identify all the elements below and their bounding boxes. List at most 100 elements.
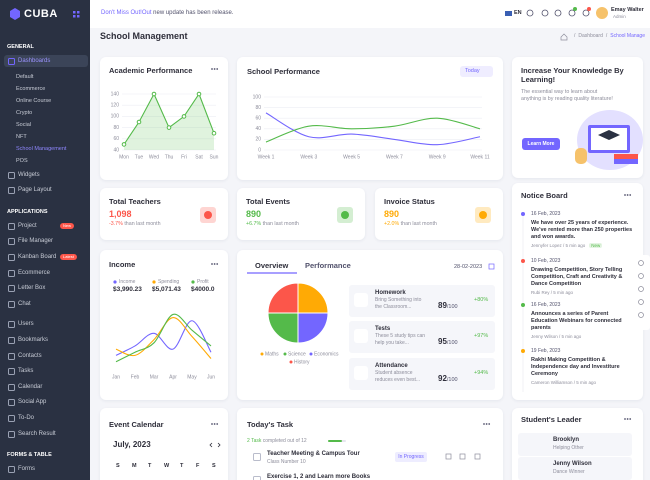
breadcrumb: / Dashboard / School Manage bbox=[571, 33, 645, 39]
breadcrumb-item: School Manage bbox=[610, 33, 645, 39]
leader-row bbox=[518, 433, 632, 456]
sidebar-item: Ecommerce bbox=[18, 269, 51, 276]
stat-value: 890 bbox=[246, 209, 262, 219]
legend-total: $5,071.43 bbox=[152, 286, 181, 293]
weekday: S bbox=[116, 463, 120, 469]
sidebar-item: Tasks bbox=[18, 368, 34, 375]
tab: Performance bbox=[305, 261, 351, 270]
notice-text: Announces a series of Parent Education W… bbox=[531, 311, 622, 331]
overview-change: +80% bbox=[474, 297, 489, 303]
user-name: Emay Walter bbox=[611, 7, 644, 13]
notice-meta-row: Jennyfer Lopez / 5 min ago New bbox=[531, 243, 633, 248]
legend-label: Income bbox=[119, 279, 136, 285]
task-summary: 2 Task completed out of 12 bbox=[247, 438, 307, 444]
overview-row bbox=[349, 358, 495, 390]
score-out: /100 bbox=[446, 377, 458, 383]
sidebar-item: Contacts bbox=[18, 352, 42, 359]
overview-icon bbox=[354, 293, 368, 307]
overview-score: 92/100 bbox=[438, 368, 458, 386]
stat-change: +2.0% than last month bbox=[384, 221, 437, 227]
sidebar-icon bbox=[8, 269, 15, 277]
weekday: T bbox=[180, 463, 184, 469]
breadcrumb-sep: / bbox=[574, 33, 576, 39]
stat-change-value: +2.0% bbox=[384, 221, 400, 227]
banner-text: The essential way to learn about anythin… bbox=[521, 89, 613, 102]
task-status: In Progress bbox=[395, 452, 427, 462]
weekday: T bbox=[148, 463, 152, 469]
sidebar bbox=[0, 0, 90, 480]
stat-note: than last month bbox=[262, 221, 299, 227]
sidebar-subitem: POS bbox=[16, 157, 28, 164]
legend-label: Spending bbox=[158, 279, 180, 285]
sidebar-icon bbox=[8, 300, 15, 308]
sidebar-item: Forms bbox=[18, 466, 35, 473]
overview-text: Student absence reduces even best... bbox=[375, 370, 421, 383]
sidebar-icon bbox=[8, 368, 15, 376]
banner-title: Increase Your Knowledge By Learning! bbox=[521, 66, 624, 84]
stat-change: -3.7% than last month bbox=[109, 221, 161, 227]
card-title: Income bbox=[109, 260, 136, 269]
checkbox[interactable] bbox=[253, 476, 261, 480]
overview-row bbox=[349, 285, 495, 317]
notice-meta-row: Rubi Rey / 5 min ago bbox=[531, 290, 633, 295]
card bbox=[100, 408, 228, 480]
notice-text: new update has been release. bbox=[153, 10, 234, 16]
notice-meta: Jennyfer Lopez / 5 min ago bbox=[531, 243, 586, 248]
sidebar-icon bbox=[8, 285, 15, 293]
tab-active: Overview bbox=[255, 261, 289, 270]
sidebar-item: Dashboards bbox=[18, 58, 51, 64]
overview-title: Homework bbox=[375, 290, 406, 296]
task-sub: Class Number 10 bbox=[267, 459, 306, 465]
leader-name: Brooklyn bbox=[553, 437, 580, 443]
calendar-month: July, 2023 bbox=[113, 440, 151, 449]
notice-meta-row: Cameron Williamson / 5 min ago bbox=[531, 380, 633, 385]
notice-text: Drawing Competition, Story Telling Compe… bbox=[531, 267, 623, 287]
sidebar-subitem: Crypto bbox=[16, 109, 33, 116]
sidebar-item: File Manager bbox=[18, 238, 54, 245]
filter-pill bbox=[460, 66, 493, 77]
score: 89 bbox=[438, 301, 447, 310]
notice-date: 16 Feb, 2023 bbox=[531, 302, 561, 308]
sidebar-icon bbox=[8, 383, 15, 391]
learn-more-button[interactable]: Learn More bbox=[522, 138, 560, 150]
legend-total: $3,990.23 bbox=[113, 286, 142, 293]
overview-change: +97% bbox=[474, 333, 489, 339]
stat-change: +6.7% than last month bbox=[246, 221, 299, 227]
sidebar-icon bbox=[8, 238, 15, 246]
stat-value: 890 bbox=[384, 209, 400, 219]
overview-score: 95/100 bbox=[438, 331, 458, 349]
card bbox=[100, 250, 228, 400]
progress-fill bbox=[328, 440, 342, 442]
notice-item: 19 Feb, 2023 Rakhi Making Competition & I… bbox=[531, 348, 633, 385]
overview-text: Bring Something into the Classroom... bbox=[375, 297, 422, 310]
sidebar-icon bbox=[8, 254, 15, 261]
checkbox[interactable] bbox=[253, 453, 261, 461]
score: 92 bbox=[438, 374, 447, 383]
card-title: Academic Performance bbox=[109, 66, 193, 75]
sidebar-subitem: NFT bbox=[16, 133, 27, 140]
card bbox=[512, 183, 643, 400]
notice-strong: Don't Miss Out!Out bbox=[101, 10, 152, 16]
active-item-bg bbox=[4, 55, 88, 67]
sidebar-icon bbox=[8, 466, 15, 474]
sidebar-icon bbox=[8, 321, 15, 329]
sidebar-item: Calendar bbox=[18, 383, 43, 390]
overview-icon bbox=[354, 329, 368, 343]
breadcrumb-sep: / bbox=[605, 33, 608, 39]
sidebar-item: Chat bbox=[18, 300, 31, 307]
card-title: Student's Leader bbox=[521, 415, 582, 424]
sidebar-item: To-Do bbox=[18, 415, 35, 421]
card-title: Today's Task bbox=[247, 420, 294, 429]
overview-score: 89/100 bbox=[438, 295, 458, 313]
sidebar-subitem: School Management bbox=[16, 145, 67, 152]
leader-role: Dance Winner bbox=[553, 469, 585, 475]
notice-text: Rakhi Making Competition & Independence … bbox=[531, 357, 620, 377]
notice-item: 16 Feb, 2023 Announces a series of Parent… bbox=[531, 302, 633, 339]
brand: CUBA bbox=[24, 8, 58, 20]
weekday: S bbox=[212, 463, 216, 469]
notice-meta: Cameron Williamson / 5 min ago bbox=[531, 380, 597, 385]
notice-meta: Rubi Rey / 5 min ago bbox=[531, 290, 574, 295]
weekday: F bbox=[196, 463, 200, 469]
sidebar-badge: Latest bbox=[60, 254, 77, 260]
